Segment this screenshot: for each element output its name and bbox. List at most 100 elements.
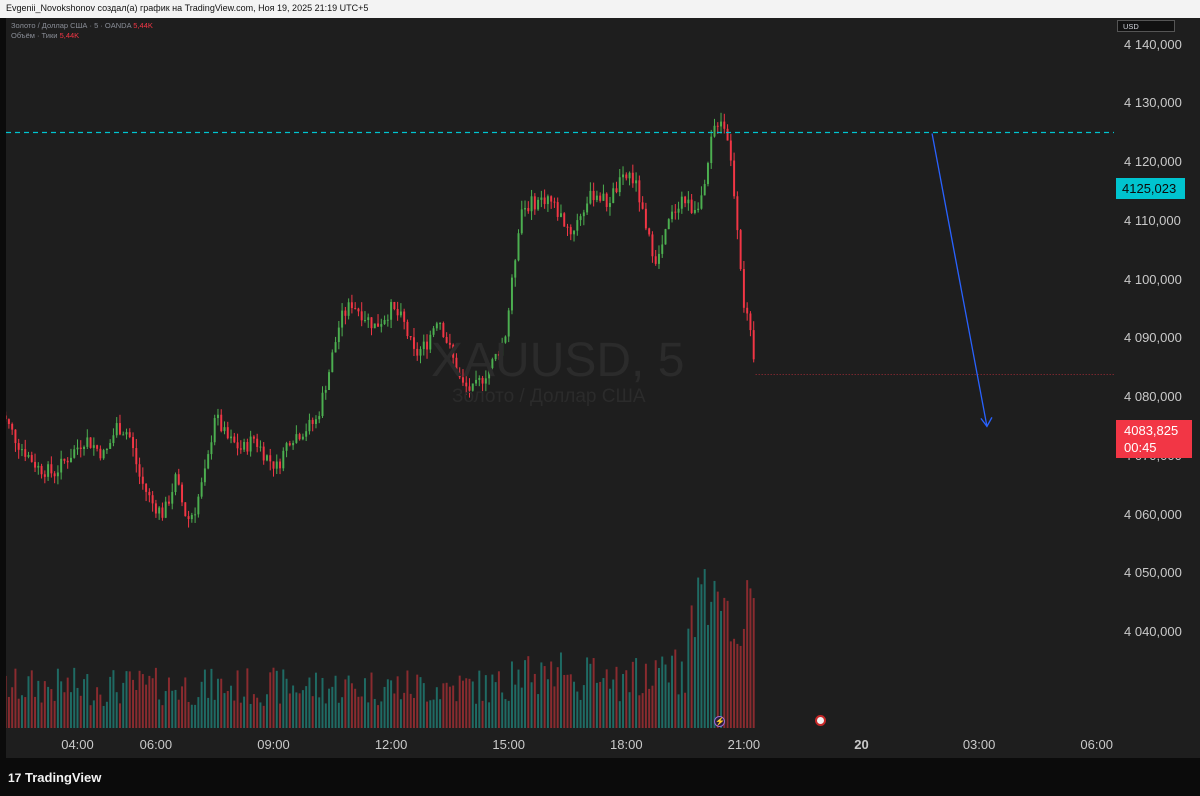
volume-bar [177,699,180,728]
volume-bar [207,697,210,728]
candle-body [17,443,20,450]
candle-body [399,311,402,316]
volume-bar [507,700,510,728]
candle-body [608,203,611,207]
candle-body [334,342,337,353]
candle-body [422,341,425,350]
candle-body [697,208,700,210]
candle-body [458,373,461,378]
volume-bar [158,699,161,728]
candle-body [602,193,605,201]
candle-body [115,423,118,436]
candle-body [540,197,543,200]
candle-body [618,177,621,193]
candle-body [347,302,350,316]
candle-body [465,382,468,387]
volume-bar [105,701,108,728]
volume-bar [102,705,105,728]
price-axis[interactable] [1114,18,1200,758]
candlestick-chart[interactable] [6,18,1114,758]
time-tick-label: 04:00 [61,737,94,752]
volume-bar [622,673,625,728]
candle-body [79,447,82,449]
tradingview-logo[interactable]: 17 TradingView [8,770,101,785]
candle-body [318,416,321,420]
volume-bar [334,675,337,728]
candle-body [145,483,148,492]
us-flag-icon[interactable] [815,715,826,726]
legend-symbol[interactable]: Золото / Доллар США · 5 · OANDA [11,21,132,30]
candle-body [390,302,393,320]
chart-pane[interactable] [6,18,1114,758]
header-bar: Evgenii_Novokshonov создал(а) график на … [0,0,1200,18]
horizontal-line-price-tag[interactable]: 4125,023 [1116,178,1185,199]
candle-body [53,473,56,477]
candle-body [6,415,7,420]
volume-bar [504,699,507,728]
volume-bar [53,700,56,728]
volume-bar [524,660,527,728]
legend-volume[interactable]: Объём · Тики [11,31,58,40]
price-tick-label: 4 050,000 [1124,565,1182,581]
candle-body [200,482,203,497]
candle-body [703,184,706,196]
candle-body [337,327,340,343]
volume-bar [628,692,631,728]
volume-bar [337,702,340,728]
volume-bar [638,695,641,728]
volume-bar [631,661,634,728]
candle-body [252,436,255,439]
candle-body [622,174,625,178]
legend-volume-value: 5,44K [59,31,80,40]
volume-bar [475,703,478,728]
volume-bar [752,598,755,728]
volume-bar [550,661,553,728]
volume-bar [445,682,448,728]
volume-bar [657,667,660,728]
volume-bar [693,637,696,728]
volume-bar [210,668,213,728]
volume-bar [501,692,504,728]
volume-bar [546,679,549,728]
candle-body [135,448,138,465]
candle-body [164,501,167,518]
tradingview-brand: TradingView [24,770,102,785]
currency-button[interactable]: USD [1117,20,1175,32]
candle-body [288,443,291,446]
volume-bar [520,687,523,728]
candle-body [331,352,334,373]
candle-body [213,418,216,443]
volume-bar [589,663,592,728]
candle-body [132,437,135,449]
volume-bar [390,680,393,728]
candle-body [298,434,301,440]
candle-body [118,423,121,435]
volume-bar [422,683,425,728]
volume-bar [458,675,461,728]
lightning-icon[interactable]: ⚡ [714,716,725,727]
candle-body [396,309,399,316]
current-price-tag[interactable]: 4083,825 00:45 [1116,420,1192,458]
candle-body [729,140,732,161]
candle-body [504,336,507,343]
candle-body [30,455,33,462]
volume-bar [648,688,651,728]
candle-body [220,414,223,432]
volume-bar [582,685,585,728]
candle-body [171,492,174,504]
candle-body [373,323,376,329]
volume-bar [79,695,82,728]
volume-bar [265,694,268,728]
time-axis[interactable] [6,730,1114,758]
volume-bar [651,685,654,728]
candle-body [556,202,559,217]
candle-body [576,220,579,231]
forecast-arrow-head [980,417,993,428]
candle-body [350,302,353,309]
candle-body [148,491,151,496]
candle-body [742,269,745,308]
candle-body [311,419,314,424]
volume-bar [354,688,357,728]
candle-body [83,446,86,449]
volume-bar [230,685,233,728]
